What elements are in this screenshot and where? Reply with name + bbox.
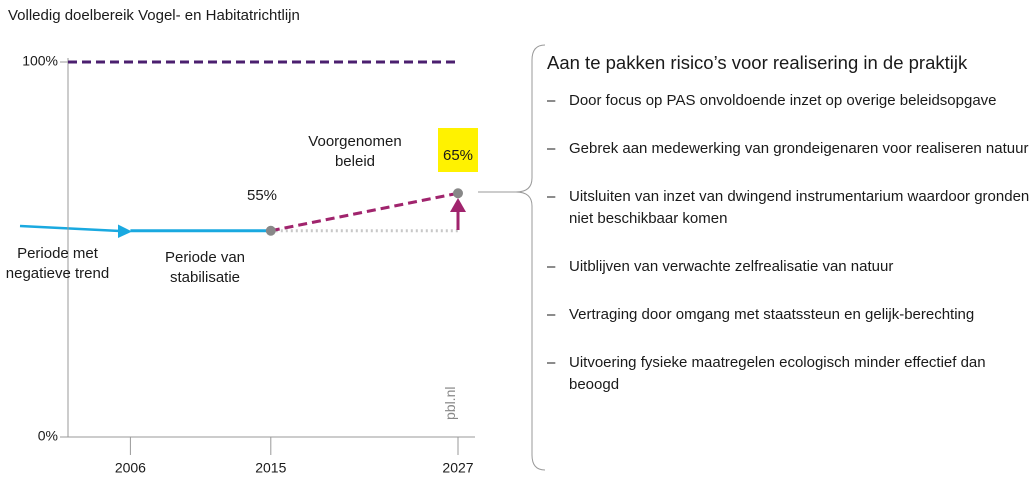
trend-arrowhead <box>118 224 132 238</box>
risk-item: Uitsluiten van inzet van dwingend instru… <box>547 186 1032 230</box>
risk-item: Door focus op PAS onvoldoende inzet op o… <box>547 90 1032 112</box>
x-tick-label: 2027 <box>442 460 473 476</box>
value-label: 55% <box>246 187 278 204</box>
series-label: Periode van stabilisatie <box>164 249 246 286</box>
x-tick-label: 2006 <box>115 460 146 476</box>
point <box>265 225 276 236</box>
annotation: Periode met negatieve trend <box>5 245 110 282</box>
y-tick-label: 100% <box>22 53 58 69</box>
x-tick-label: 2015 <box>255 460 286 476</box>
value-label: 65% <box>442 147 474 164</box>
chart-title: Volledig doelbereik Vogel- en Habitatric… <box>8 7 300 24</box>
risk-item: Uitblijven van verwachte zelfrealisatie … <box>547 256 1032 278</box>
bracket <box>515 44 546 471</box>
risk-item: Gebrek aan medewerking van grondeigenare… <box>547 138 1032 160</box>
series-line <box>270 191 459 233</box>
risk-list: Door focus op PAS onvoldoende inzet op o… <box>547 90 1032 396</box>
y-tick-label: 0% <box>38 428 58 444</box>
risk-panel: Aan te pakken risico’s voor realisering … <box>547 52 1032 396</box>
point <box>453 188 463 199</box>
increase-arrowhead <box>450 198 466 212</box>
risk-title: Aan te pakken risico’s voor realisering … <box>547 52 968 73</box>
source: pbl.nl <box>442 386 458 420</box>
risk-item: Uitvoering fysieke maatregelen ecologisc… <box>547 352 1032 396</box>
highlight <box>438 128 478 172</box>
trend-arrow <box>19 224 121 233</box>
risk-item: Vertraging door omgang met staatssteun e… <box>547 304 1032 326</box>
series-label: Voorgenomen beleid <box>308 133 402 170</box>
